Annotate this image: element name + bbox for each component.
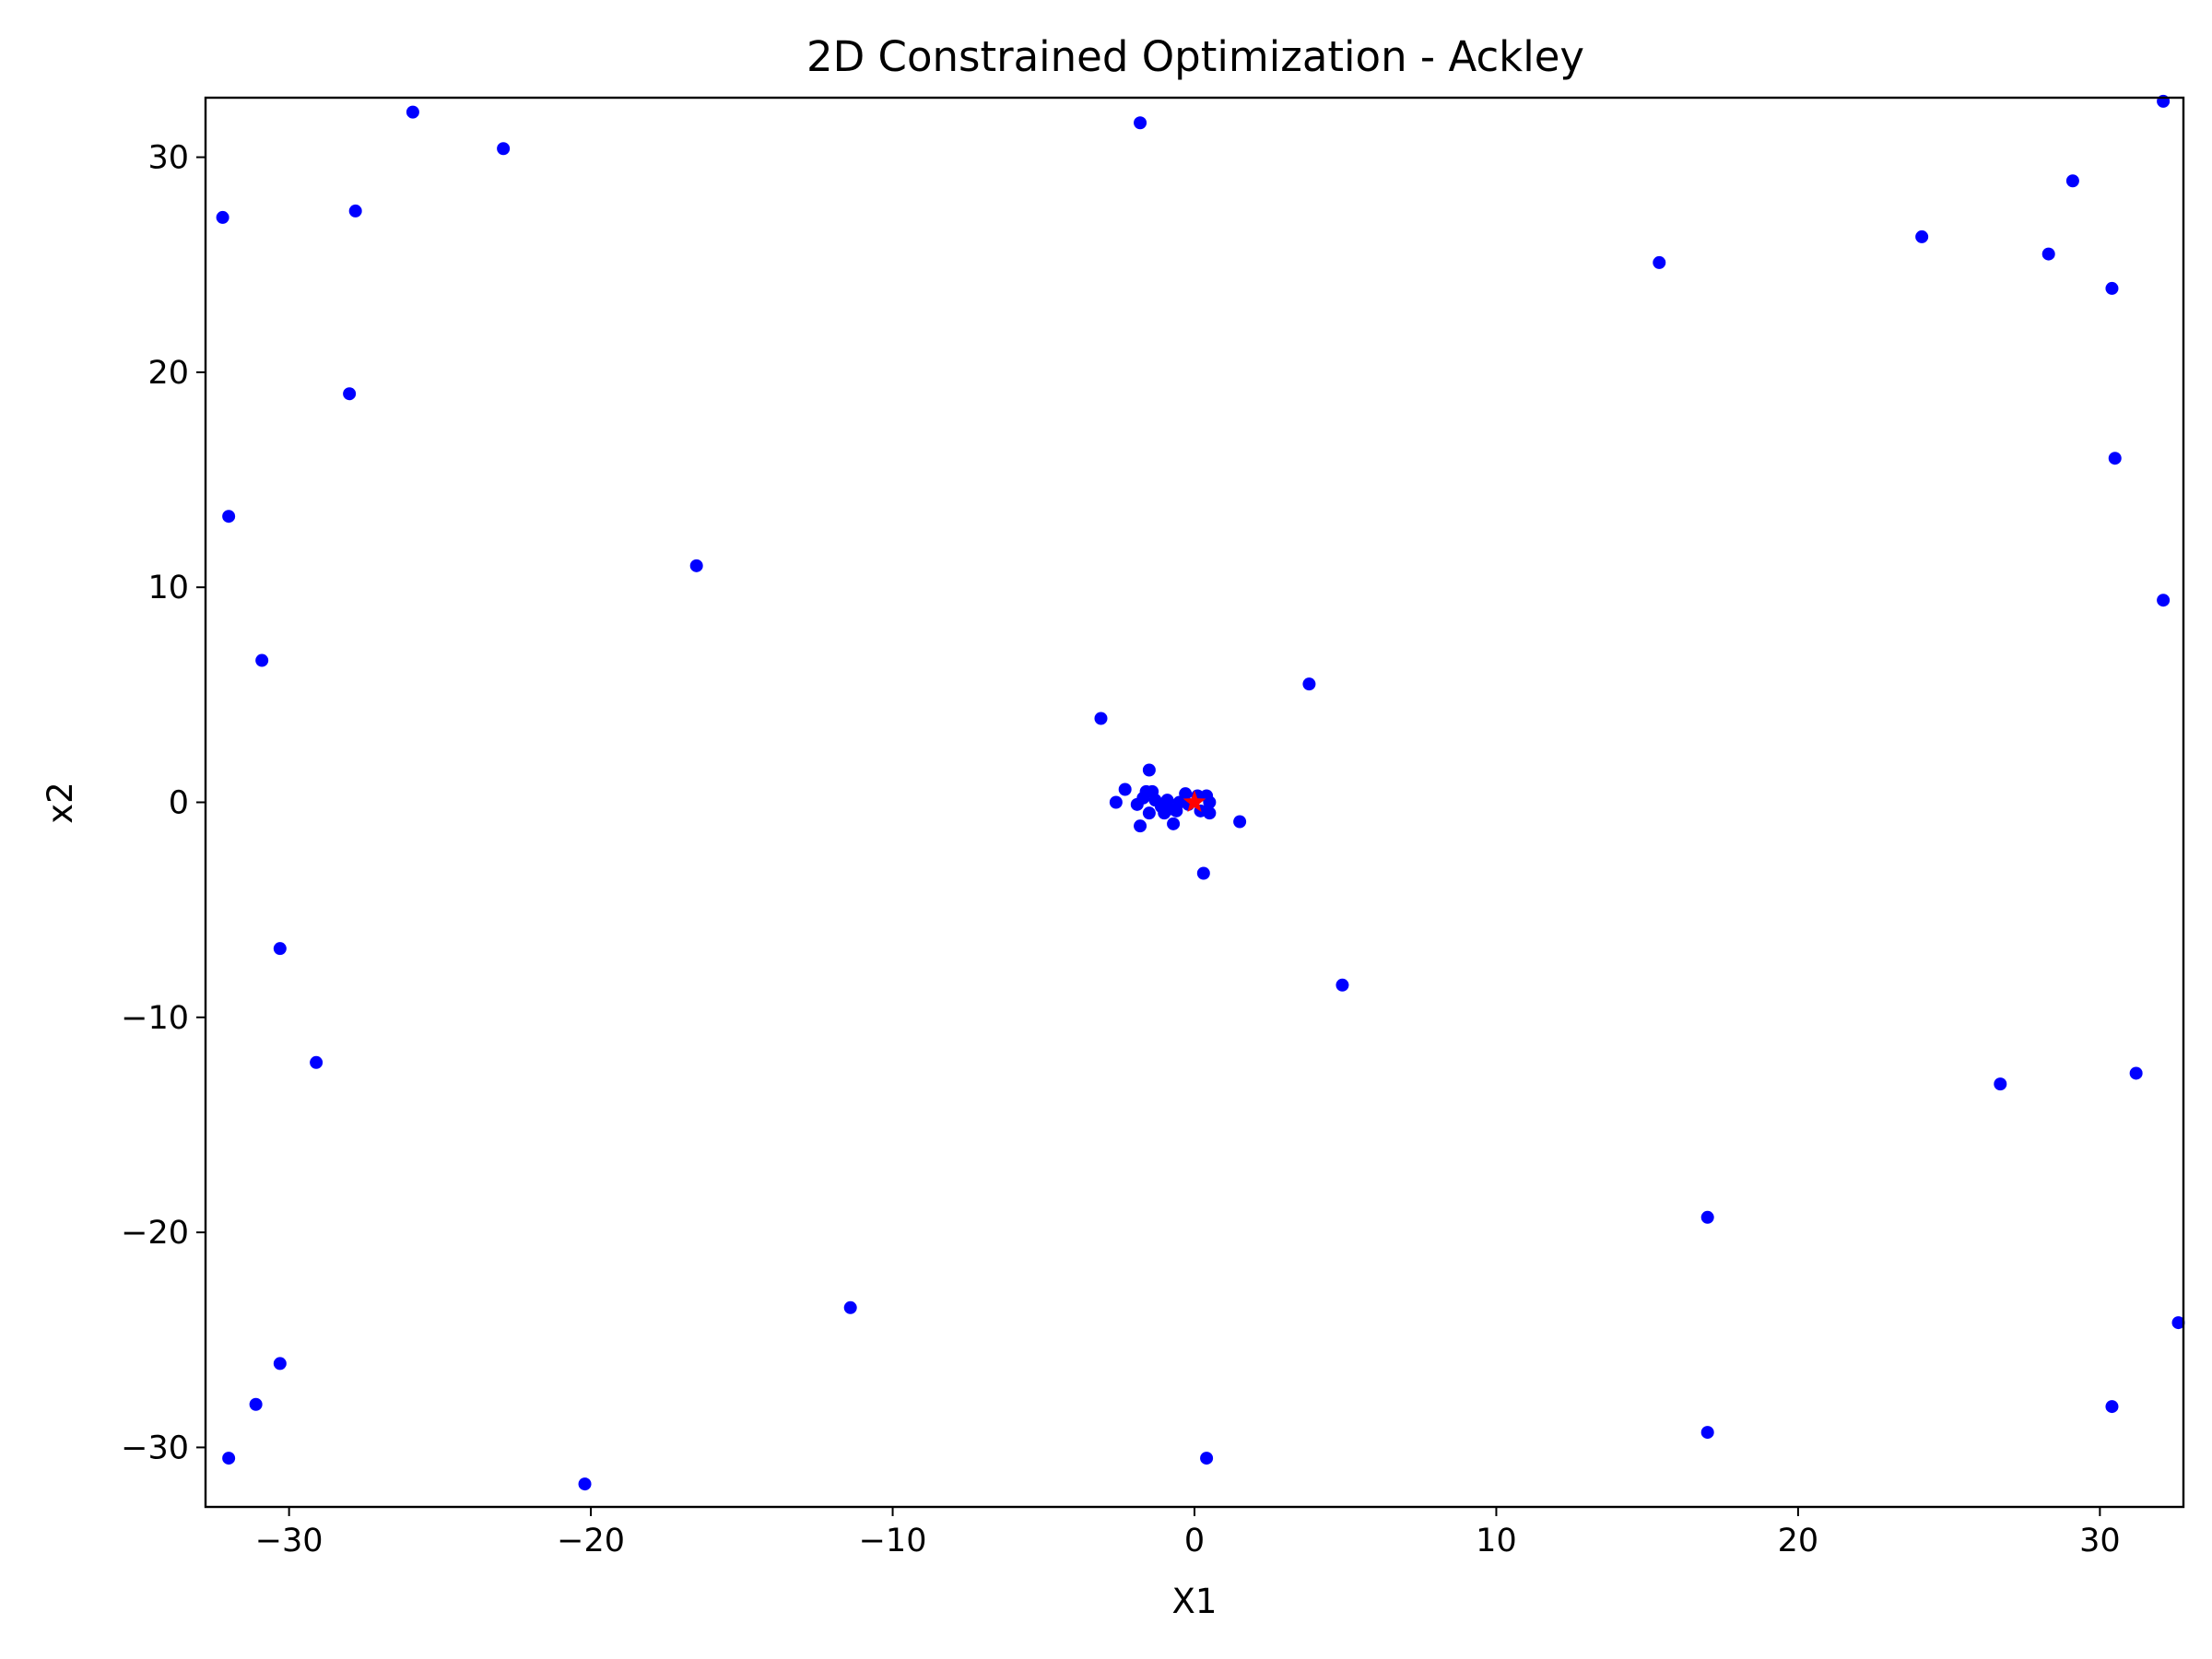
data-point [1170, 804, 1183, 818]
data-point [273, 942, 287, 956]
data-point [2129, 1066, 2143, 1080]
data-point [1302, 677, 1316, 691]
data-point [249, 1397, 263, 1411]
data-point [1196, 866, 1210, 880]
data-point [222, 510, 236, 524]
y-tick-label: −20 [121, 1215, 189, 1252]
data-point [1134, 116, 1147, 130]
data-point [1200, 1452, 1214, 1465]
y-tick-label: 20 [147, 355, 189, 392]
data-point [1118, 782, 1132, 796]
data-point [1700, 1426, 1714, 1440]
data-point [1094, 712, 1108, 725]
x-tick-label: −10 [859, 1523, 927, 1559]
x-axis-label: X1 [1172, 1582, 1218, 1621]
x-tick-label: 30 [2079, 1523, 2121, 1559]
data-point [343, 387, 357, 401]
data-point [2157, 594, 2171, 607]
data-point [255, 653, 269, 667]
data-point [1109, 795, 1123, 809]
y-tick-label: 0 [169, 785, 189, 822]
data-point [578, 1477, 592, 1491]
data-point [1994, 1077, 2007, 1091]
x-tick-label: 20 [1778, 1523, 1819, 1559]
data-point [1134, 819, 1147, 833]
data-point [2105, 1400, 2119, 1414]
data-point [406, 105, 419, 119]
data-point [1203, 806, 1217, 820]
data-point [1653, 255, 1666, 269]
data-point [2108, 452, 2122, 465]
data-point [348, 204, 362, 218]
data-point [2065, 174, 2079, 188]
data-point [1167, 817, 1181, 830]
data-point [497, 142, 511, 156]
data-point [1233, 815, 1247, 829]
data-point [216, 210, 229, 224]
y-tick-label: −30 [121, 1430, 189, 1466]
data-point [1915, 229, 1929, 243]
data-point [1179, 787, 1193, 801]
data-point [1142, 806, 1156, 820]
x-axis-ticks: −30 −20 −10 0 10 20 30 [255, 1507, 2121, 1559]
data-point [689, 559, 703, 572]
data-point [843, 1300, 857, 1314]
data-point [1203, 795, 1217, 809]
y-axis-label: x2 [41, 782, 80, 823]
data-point [1142, 763, 1156, 777]
x-tick-label: 10 [1476, 1523, 1517, 1559]
x-tick-label: −20 [557, 1523, 625, 1559]
data-point [273, 1357, 287, 1371]
x-tick-label: −30 [255, 1523, 324, 1559]
data-point [222, 1452, 236, 1465]
data-point [1335, 978, 1349, 992]
data-point [2171, 1316, 2185, 1330]
optimum-star-marker [1182, 790, 1206, 812]
y-tick-label: 10 [147, 570, 189, 606]
y-axis-ticks: −30 −20 −10 0 10 20 30 [121, 140, 206, 1466]
data-points [216, 94, 2185, 1491]
data-point [2105, 281, 2119, 295]
y-tick-label: −10 [121, 1000, 189, 1037]
data-point [2041, 247, 2055, 261]
data-point [1136, 791, 1150, 805]
chart-title: 2D Constrained Optimization - Ackley [806, 32, 1584, 81]
data-point [1700, 1210, 1714, 1224]
x-tick-label: 0 [1184, 1523, 1205, 1559]
data-point [310, 1055, 324, 1069]
y-tick-label: 30 [147, 140, 189, 177]
